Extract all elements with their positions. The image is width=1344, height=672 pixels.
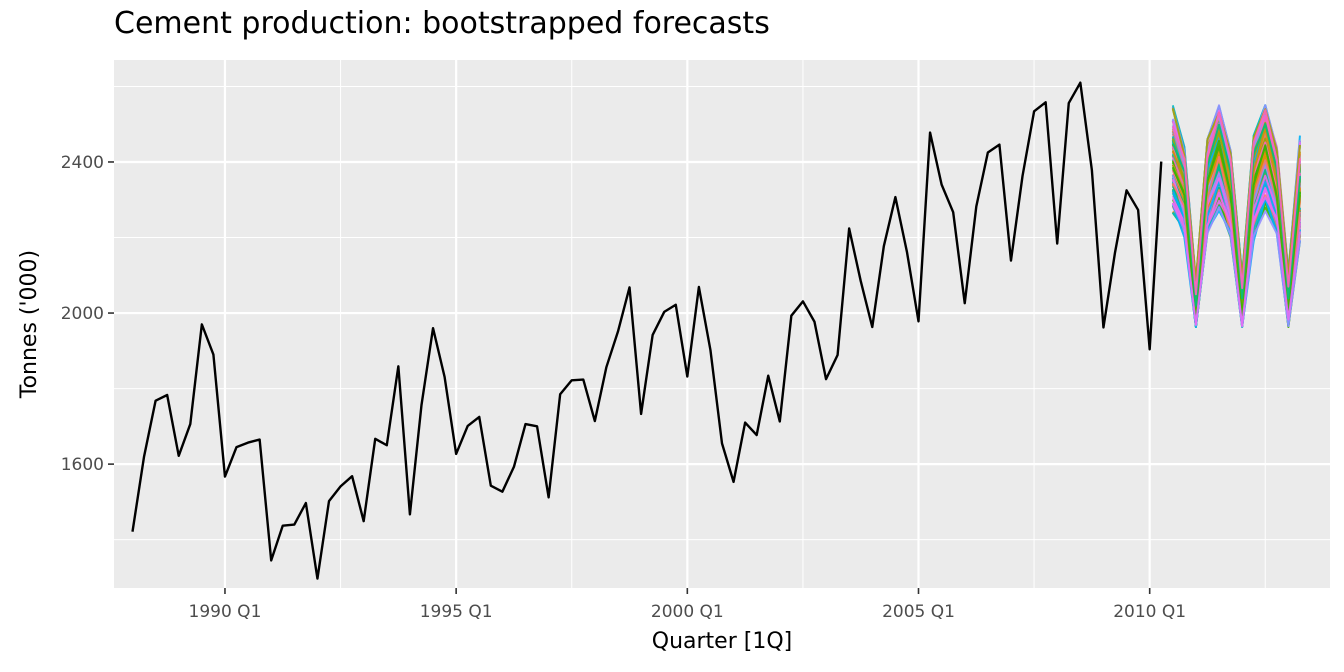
bootstrap-series-group	[1171, 104, 1301, 329]
history-series-group	[131, 81, 1163, 580]
y-tick-label-0: 1600	[61, 455, 104, 475]
x-tick-label-2: 2000 Q1	[651, 602, 724, 622]
x-axis-title: Quarter [1Q]	[652, 629, 792, 654]
plot-panel	[114, 60, 1330, 588]
x-tick-label-0: 1990 Q1	[189, 602, 262, 622]
x-tick-label-1: 1995 Q1	[420, 602, 493, 622]
y-tick-label-1: 2000	[61, 304, 104, 324]
y-axis-title: Tonnes ('000)	[17, 250, 42, 399]
x-axis: 1990 Q1 1995 Q1 2000 Q1 2005 Q1 2010 Q1	[189, 588, 1186, 622]
history-line	[131, 81, 1163, 580]
bootstrap-path-100	[1171, 109, 1301, 296]
x-tick-label-4: 2010 Q1	[1113, 602, 1186, 622]
bootstrap-path-99	[1171, 191, 1301, 327]
grid-major	[114, 60, 1330, 588]
y-tick-label-2: 2400	[61, 153, 104, 173]
chart-title: Cement production: bootstrapped forecast…	[114, 6, 770, 41]
y-axis: 1600 2000 2400	[61, 153, 114, 475]
bootstrap-path-94	[1171, 144, 1301, 321]
x-tick-label-3: 2005 Q1	[882, 602, 955, 622]
